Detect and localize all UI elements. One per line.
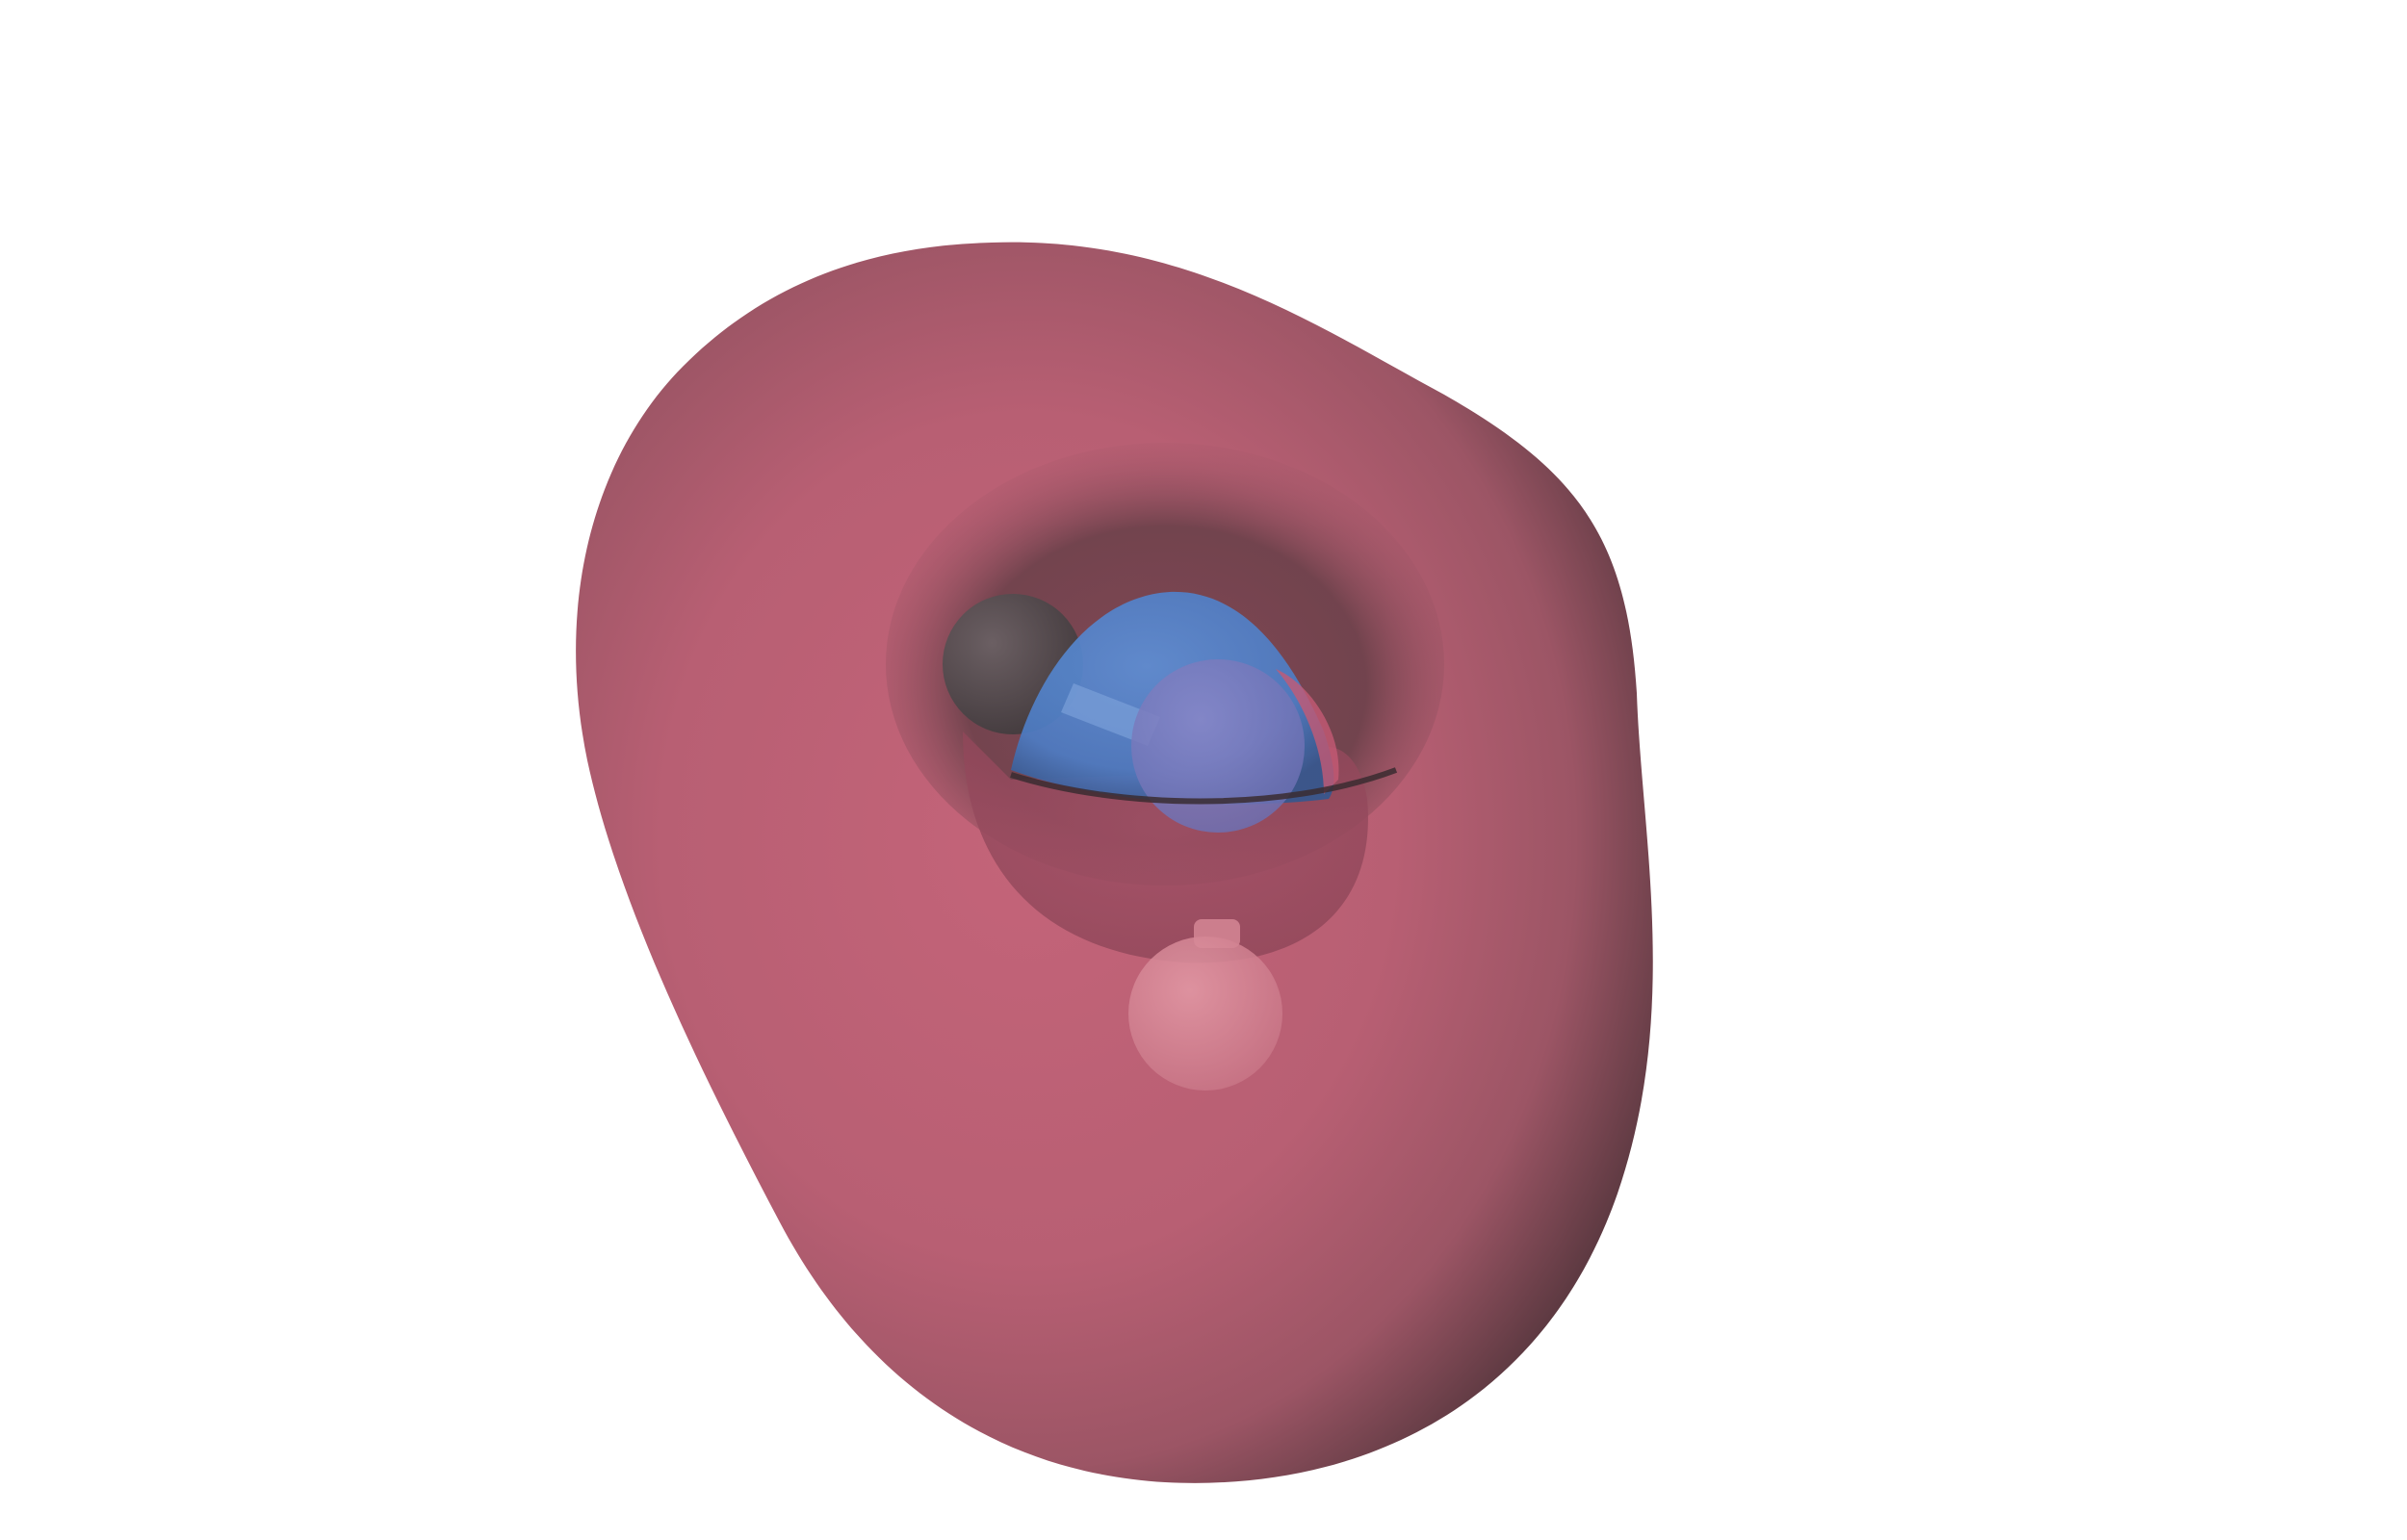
orbital-rim xyxy=(1276,669,1339,794)
atom-center-right xyxy=(1131,659,1305,833)
orbital-opening-edge xyxy=(1010,767,1398,805)
atom-lower xyxy=(1128,937,1282,1091)
